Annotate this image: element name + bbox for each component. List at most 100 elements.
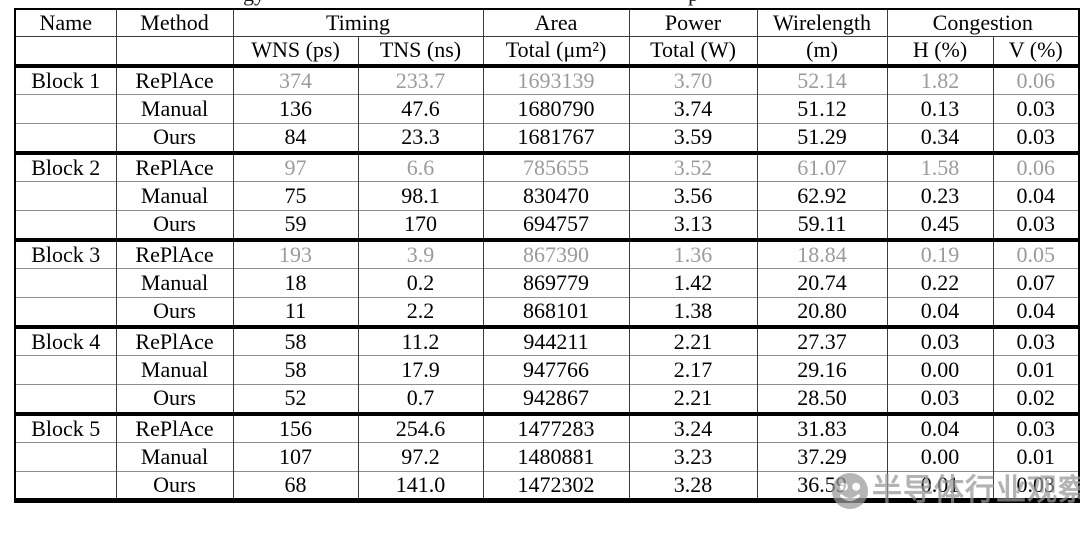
cell-name: Block 3	[15, 237, 116, 269]
subheader-power-total: Total (W)	[628, 36, 758, 68]
cell-area: 1681767	[482, 123, 630, 153]
cell-wns: 52	[232, 384, 358, 414]
cell-method: RePlAce	[115, 237, 233, 269]
cell-method: RePlAce	[115, 63, 233, 95]
cell-power: 1.42	[628, 268, 758, 298]
cell-wirelength: 52.14	[756, 63, 888, 95]
cell-method: Ours	[115, 210, 233, 240]
cell-name: Block 1	[15, 63, 116, 95]
table-row: Manual 136 47.6 1680790 3.74 51.12 0.13 0.03	[15, 94, 1080, 124]
cell-h: 0.34	[886, 123, 994, 153]
cell-name	[15, 94, 116, 124]
cell-wns: 58	[232, 355, 358, 385]
cell-h: 0.04	[886, 411, 994, 443]
cell-tns: 97.2	[357, 442, 484, 472]
cell-v: 0.03	[992, 411, 1080, 443]
table-row: Block 4 RePlAce 58 11.2 944211 2.21 27.37 0.03 0…	[15, 324, 1080, 356]
cell-v: 0.05	[992, 237, 1080, 269]
cell-h: 0.00	[886, 442, 994, 472]
cell-wns: 156	[232, 411, 358, 443]
cell-h: 0.04	[886, 297, 994, 327]
cell-name: Block 4	[15, 324, 116, 356]
cell-v: 0.02	[992, 384, 1080, 414]
cell-h: 0.03	[886, 384, 994, 414]
cell-wirelength: 51.12	[756, 94, 888, 124]
cell-method: Ours	[115, 471, 233, 501]
cell-area: 1472302	[482, 471, 630, 501]
cell-wirelength: 27.37	[756, 324, 888, 356]
cell-tns: 11.2	[357, 324, 484, 356]
cell-wns: 136	[232, 94, 358, 124]
cell-area: 868101	[482, 297, 630, 327]
cell-wirelength: 28.50	[756, 384, 888, 414]
cell-power: 1.36	[628, 237, 758, 269]
cell-wns: 59	[232, 210, 358, 240]
cell-area: 947766	[482, 355, 630, 385]
table-row: Ours 52 0.7 942867 2.21 28.50 0.03 0.02	[15, 384, 1080, 414]
col-header-wirelength: Wirelength	[756, 9, 888, 37]
cell-power: 2.17	[628, 355, 758, 385]
table-row: Manual 107 97.2 1480881 3.23 37.29 0.00 0.01	[15, 442, 1080, 472]
cell-method: RePlAce	[115, 150, 233, 182]
cell-wns: 107	[232, 442, 358, 472]
table-row: Block 1 RePlAce 374 233.7 1693139 3.70 52.14 1.…	[15, 63, 1080, 95]
cell-tns: 6.6	[357, 150, 484, 182]
cell-area: 1477283	[482, 411, 630, 443]
cell-method: Manual	[115, 355, 233, 385]
cell-power: 3.23	[628, 442, 758, 472]
cell-power: 3.70	[628, 63, 758, 95]
header-row-units: WNS (ps) TNS (ns) Total (μm²) Total (W) …	[15, 36, 1080, 68]
table-row: Manual 18 0.2 869779 1.42 20.74 0.22 0.07	[15, 268, 1080, 298]
cell-power: 3.52	[628, 150, 758, 182]
cell-area: 1480881	[482, 442, 630, 472]
cell-v: 0.01	[992, 442, 1080, 472]
cell-v: 0.03	[992, 471, 1080, 501]
cell-h: 0.00	[886, 355, 994, 385]
cell-name	[15, 442, 116, 472]
cell-wns: 58	[232, 324, 358, 356]
col-header-power: Power	[628, 9, 758, 37]
cell-wns: 75	[232, 181, 358, 211]
cropped-caption-fragment: gy	[243, 0, 265, 7]
table-row: Manual 58 17.9 947766 2.17 29.16 0.00 0.01	[15, 355, 1080, 385]
subheader-wirelength-unit: (m)	[756, 36, 888, 68]
cell-name: Block 5	[15, 411, 116, 443]
cell-power: 3.59	[628, 123, 758, 153]
subheader-name-empty	[15, 36, 116, 68]
cell-h: 1.58	[886, 150, 994, 182]
cell-area: 830470	[482, 181, 630, 211]
cell-wirelength: 36.59	[756, 471, 888, 501]
cell-power: 2.21	[628, 384, 758, 414]
cell-tns: 141.0	[357, 471, 484, 501]
cell-name	[15, 471, 116, 501]
cell-name	[15, 210, 116, 240]
cell-tns: 98.1	[357, 181, 484, 211]
cell-wirelength: 31.83	[756, 411, 888, 443]
cell-name	[15, 355, 116, 385]
subheader-tns: TNS (ns)	[357, 36, 484, 68]
cell-power: 3.74	[628, 94, 758, 124]
cell-method: Manual	[115, 94, 233, 124]
cell-v: 0.03	[992, 94, 1080, 124]
cell-method: Ours	[115, 123, 233, 153]
cell-name	[15, 297, 116, 327]
cell-area: 942867	[482, 384, 630, 414]
cell-area: 785655	[482, 150, 630, 182]
cell-wirelength: 20.74	[756, 268, 888, 298]
cell-h: 0.22	[886, 268, 994, 298]
cell-name	[15, 123, 116, 153]
cell-v: 0.04	[992, 297, 1080, 327]
cell-power: 3.56	[628, 181, 758, 211]
cell-wirelength: 20.80	[756, 297, 888, 327]
cell-h: 0.13	[886, 94, 994, 124]
cell-tns: 2.2	[357, 297, 484, 327]
table-row: Block 5 RePlAce 156 254.6 1477283 3.24 31.83 0.…	[15, 411, 1080, 443]
subheader-area-total: Total (μm²)	[482, 36, 630, 68]
cell-name	[15, 268, 116, 298]
cell-tns: 0.7	[357, 384, 484, 414]
cell-h: 0.23	[886, 181, 994, 211]
subheader-wns: WNS (ps)	[232, 36, 358, 68]
table-row: Block 3 RePlAce 193 3.9 867390 1.36 18.84 0.19 0…	[15, 237, 1080, 269]
cell-tns: 170	[357, 210, 484, 240]
cell-wns: 374	[232, 63, 358, 95]
